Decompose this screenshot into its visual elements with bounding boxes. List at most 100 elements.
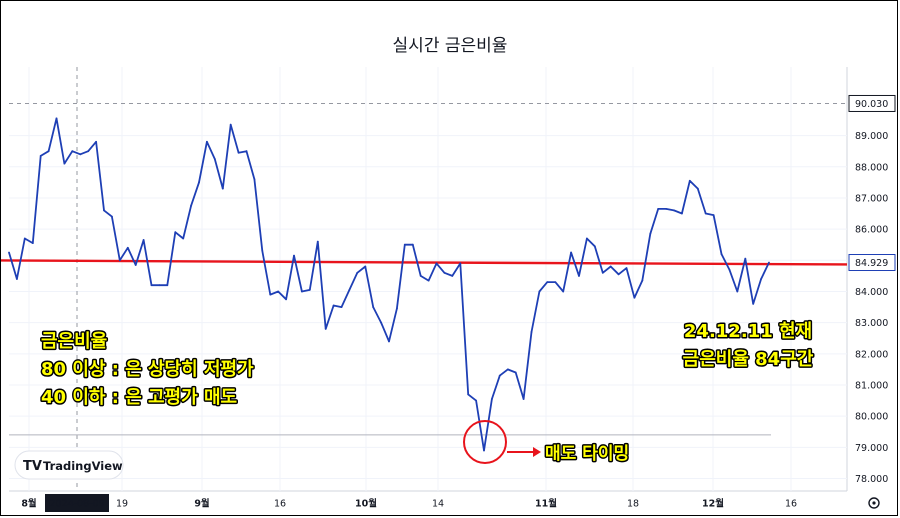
series-point xyxy=(522,398,525,400)
series-layer xyxy=(8,117,770,452)
series-point xyxy=(467,393,470,396)
x-tick-label: 14 xyxy=(432,499,444,510)
grid xyxy=(9,67,848,492)
series-point xyxy=(166,284,169,287)
series-point xyxy=(411,243,414,246)
series-point xyxy=(760,278,762,280)
series-point xyxy=(308,289,311,291)
series-point xyxy=(578,275,580,277)
series-point xyxy=(253,178,256,181)
series-point xyxy=(530,331,533,333)
series-point xyxy=(103,209,105,212)
x-tick-label: 19 xyxy=(116,499,128,510)
series-point xyxy=(649,232,652,235)
series-point xyxy=(593,245,596,248)
series-point xyxy=(752,303,755,305)
series-point xyxy=(126,246,129,249)
series-point xyxy=(554,281,557,283)
series-point xyxy=(31,242,34,245)
y-tick-label: 84.929 xyxy=(855,258,888,269)
crosshair-date-badge xyxy=(45,494,109,512)
series-point xyxy=(150,284,153,287)
series-point xyxy=(506,368,509,371)
y-tick-label: 87.000 xyxy=(855,193,888,204)
reference-lines xyxy=(1,67,848,491)
series-point xyxy=(609,265,612,268)
series-point xyxy=(269,293,272,296)
series-point xyxy=(443,271,446,274)
series-point xyxy=(198,181,200,184)
series-point xyxy=(736,290,739,293)
annotation-right-line2: 금은비율 84구간 xyxy=(683,349,814,370)
series-point xyxy=(538,290,541,293)
y-tick-label: 83.000 xyxy=(855,318,888,329)
series-point xyxy=(704,212,707,215)
y-tick-label: 81.000 xyxy=(855,381,888,392)
series-point xyxy=(332,304,335,307)
series-point xyxy=(586,237,588,240)
series-point xyxy=(79,153,82,156)
series-point xyxy=(182,237,185,240)
x-axis: 8월 2024-08-09 19 9월 16 10월 14 11월 18 12월 16 xyxy=(21,494,797,512)
series-point xyxy=(768,261,770,264)
x-tick-label: 18 xyxy=(627,499,639,510)
annotation-left-line2: 80 이상 : 은 상당히 저평가 xyxy=(41,359,254,380)
series-point xyxy=(293,254,295,257)
series-point xyxy=(301,290,303,293)
annotation-left-line1: 금은비율 xyxy=(41,331,107,352)
x-tick-label: 12월 xyxy=(702,498,724,510)
x-tick-label: 2024-08-09 xyxy=(49,499,104,510)
series-point xyxy=(111,215,113,218)
series-point xyxy=(435,262,438,265)
y-tick-label: 84.000 xyxy=(855,287,888,298)
series-point xyxy=(8,251,10,254)
series-point xyxy=(87,150,90,153)
series-point xyxy=(388,340,390,343)
x-tick-label: 8월 xyxy=(21,498,36,510)
series-point xyxy=(23,237,26,240)
series-point xyxy=(491,398,493,400)
series-point xyxy=(396,307,398,310)
x-tick-label: 9월 xyxy=(194,498,209,510)
series-point xyxy=(720,253,723,256)
series-point xyxy=(142,239,145,241)
series-point xyxy=(237,151,240,154)
series-point xyxy=(688,179,691,182)
series-point xyxy=(356,271,359,274)
series-point xyxy=(498,374,501,377)
series-point xyxy=(16,278,18,280)
series-point xyxy=(665,208,667,210)
tradingview-wordmark: TradingView xyxy=(43,459,123,473)
series-point xyxy=(348,289,351,291)
series-point xyxy=(657,208,660,210)
series-point xyxy=(206,140,208,143)
series-point xyxy=(712,214,715,217)
annotation-left-line3: 40 이하 : 은 고평가 매도 xyxy=(41,387,237,408)
series-point xyxy=(364,265,367,268)
y-tick-label: 88.000 xyxy=(855,162,888,173)
red-reference-line xyxy=(1,259,848,266)
series-point xyxy=(134,264,137,266)
series-point xyxy=(316,240,319,243)
tradingview-logo: TV TradingView xyxy=(14,450,124,480)
series-point xyxy=(380,321,382,324)
y-axis: 90.03089.00088.00087.00086.00085.00084.9… xyxy=(848,94,896,485)
series-point xyxy=(427,279,430,282)
sell-timing-circle xyxy=(463,420,507,464)
series-point xyxy=(55,117,58,120)
settings-gear-icon[interactable] xyxy=(868,497,880,509)
series-point xyxy=(673,209,675,212)
series-point xyxy=(625,267,628,269)
series-point xyxy=(174,231,177,234)
series-point xyxy=(340,306,343,308)
top-value-badge xyxy=(848,94,896,112)
series-point xyxy=(419,275,422,277)
y-tick-label: 79.000 xyxy=(855,443,888,454)
series-point xyxy=(324,328,327,330)
sell-timing-label: 매도 타이밍 xyxy=(545,444,629,464)
series-point xyxy=(601,271,604,274)
y-tick-label: 89.000 xyxy=(855,131,888,142)
series-point xyxy=(261,250,264,252)
last-value-badge xyxy=(848,254,896,272)
